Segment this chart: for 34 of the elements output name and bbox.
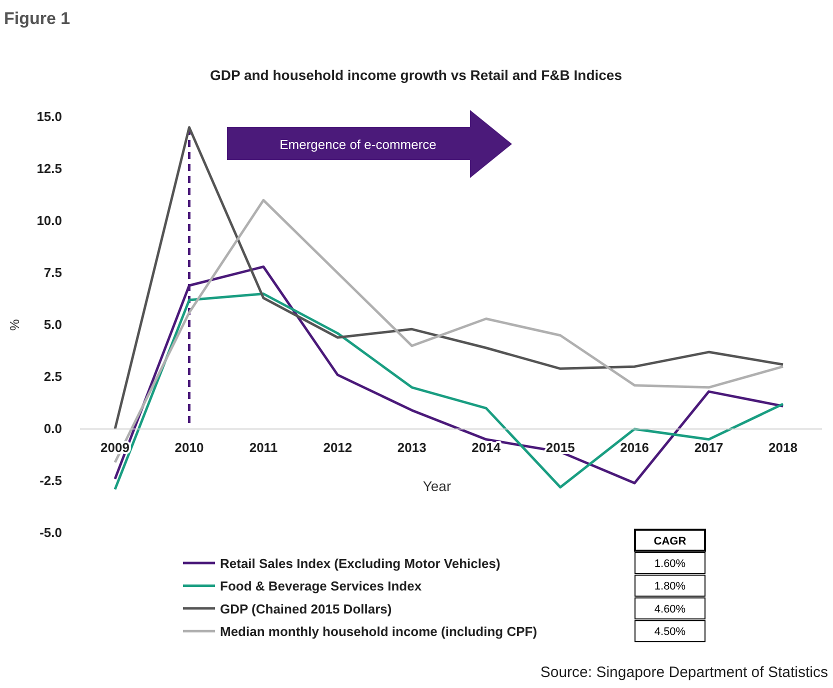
y-tick-label: 7.5	[44, 265, 62, 280]
legend-label: Median monthly household income (including CPF)	[220, 624, 538, 640]
text: 1.60%	[654, 558, 686, 570]
y-tick-label: 5.0	[44, 317, 62, 332]
annotation: Emergence of e-commerce	[280, 137, 436, 152]
y-tick-label: 2.5	[44, 369, 62, 384]
source-note: Source: Singapore Department of Statistics	[540, 664, 828, 681]
y-tick-label: 12.5	[36, 161, 62, 176]
x-tick-label: 2015	[546, 440, 575, 456]
x-tick-label: 2017	[694, 440, 724, 456]
text: 4.50%	[654, 626, 686, 638]
x-tick-label: 2012	[323, 440, 352, 456]
legend-label: Retail Sales Index (Excluding Motor Vehicles)	[220, 556, 500, 571]
text: CAGR	[654, 535, 686, 548]
x-tick-label: 2011	[249, 440, 278, 456]
x-tick-label: 2016	[620, 440, 650, 456]
legend-label: Food & Beverage Services Index	[220, 578, 422, 594]
x-tick-label: 2018	[768, 440, 798, 456]
x-tick-label: 2013	[397, 440, 426, 456]
x-tick-label: 2010	[174, 440, 204, 456]
y-tick-label: 15.0	[36, 109, 62, 124]
y-tick-label: 10.0	[36, 213, 62, 228]
y-tick-label: -2.5	[40, 473, 62, 488]
x-axis-title: Year	[422, 478, 452, 494]
y-tick-label: -5.0	[40, 525, 62, 540]
x-tick-label: 2014	[472, 440, 502, 456]
y-axis-title: %	[7, 318, 22, 331]
y-tick-label: 0.0	[44, 421, 62, 436]
text: 4.60%	[654, 603, 686, 616]
chart-title: GDP and household income growth vs Retail and F&B Indices	[210, 67, 622, 83]
text: 1.80%	[654, 580, 686, 593]
line-series	[114, 126, 784, 430]
legend-label: GDP (Chained 2015 Dollars)	[220, 601, 392, 616]
caption: Figure 1	[4, 9, 70, 28]
